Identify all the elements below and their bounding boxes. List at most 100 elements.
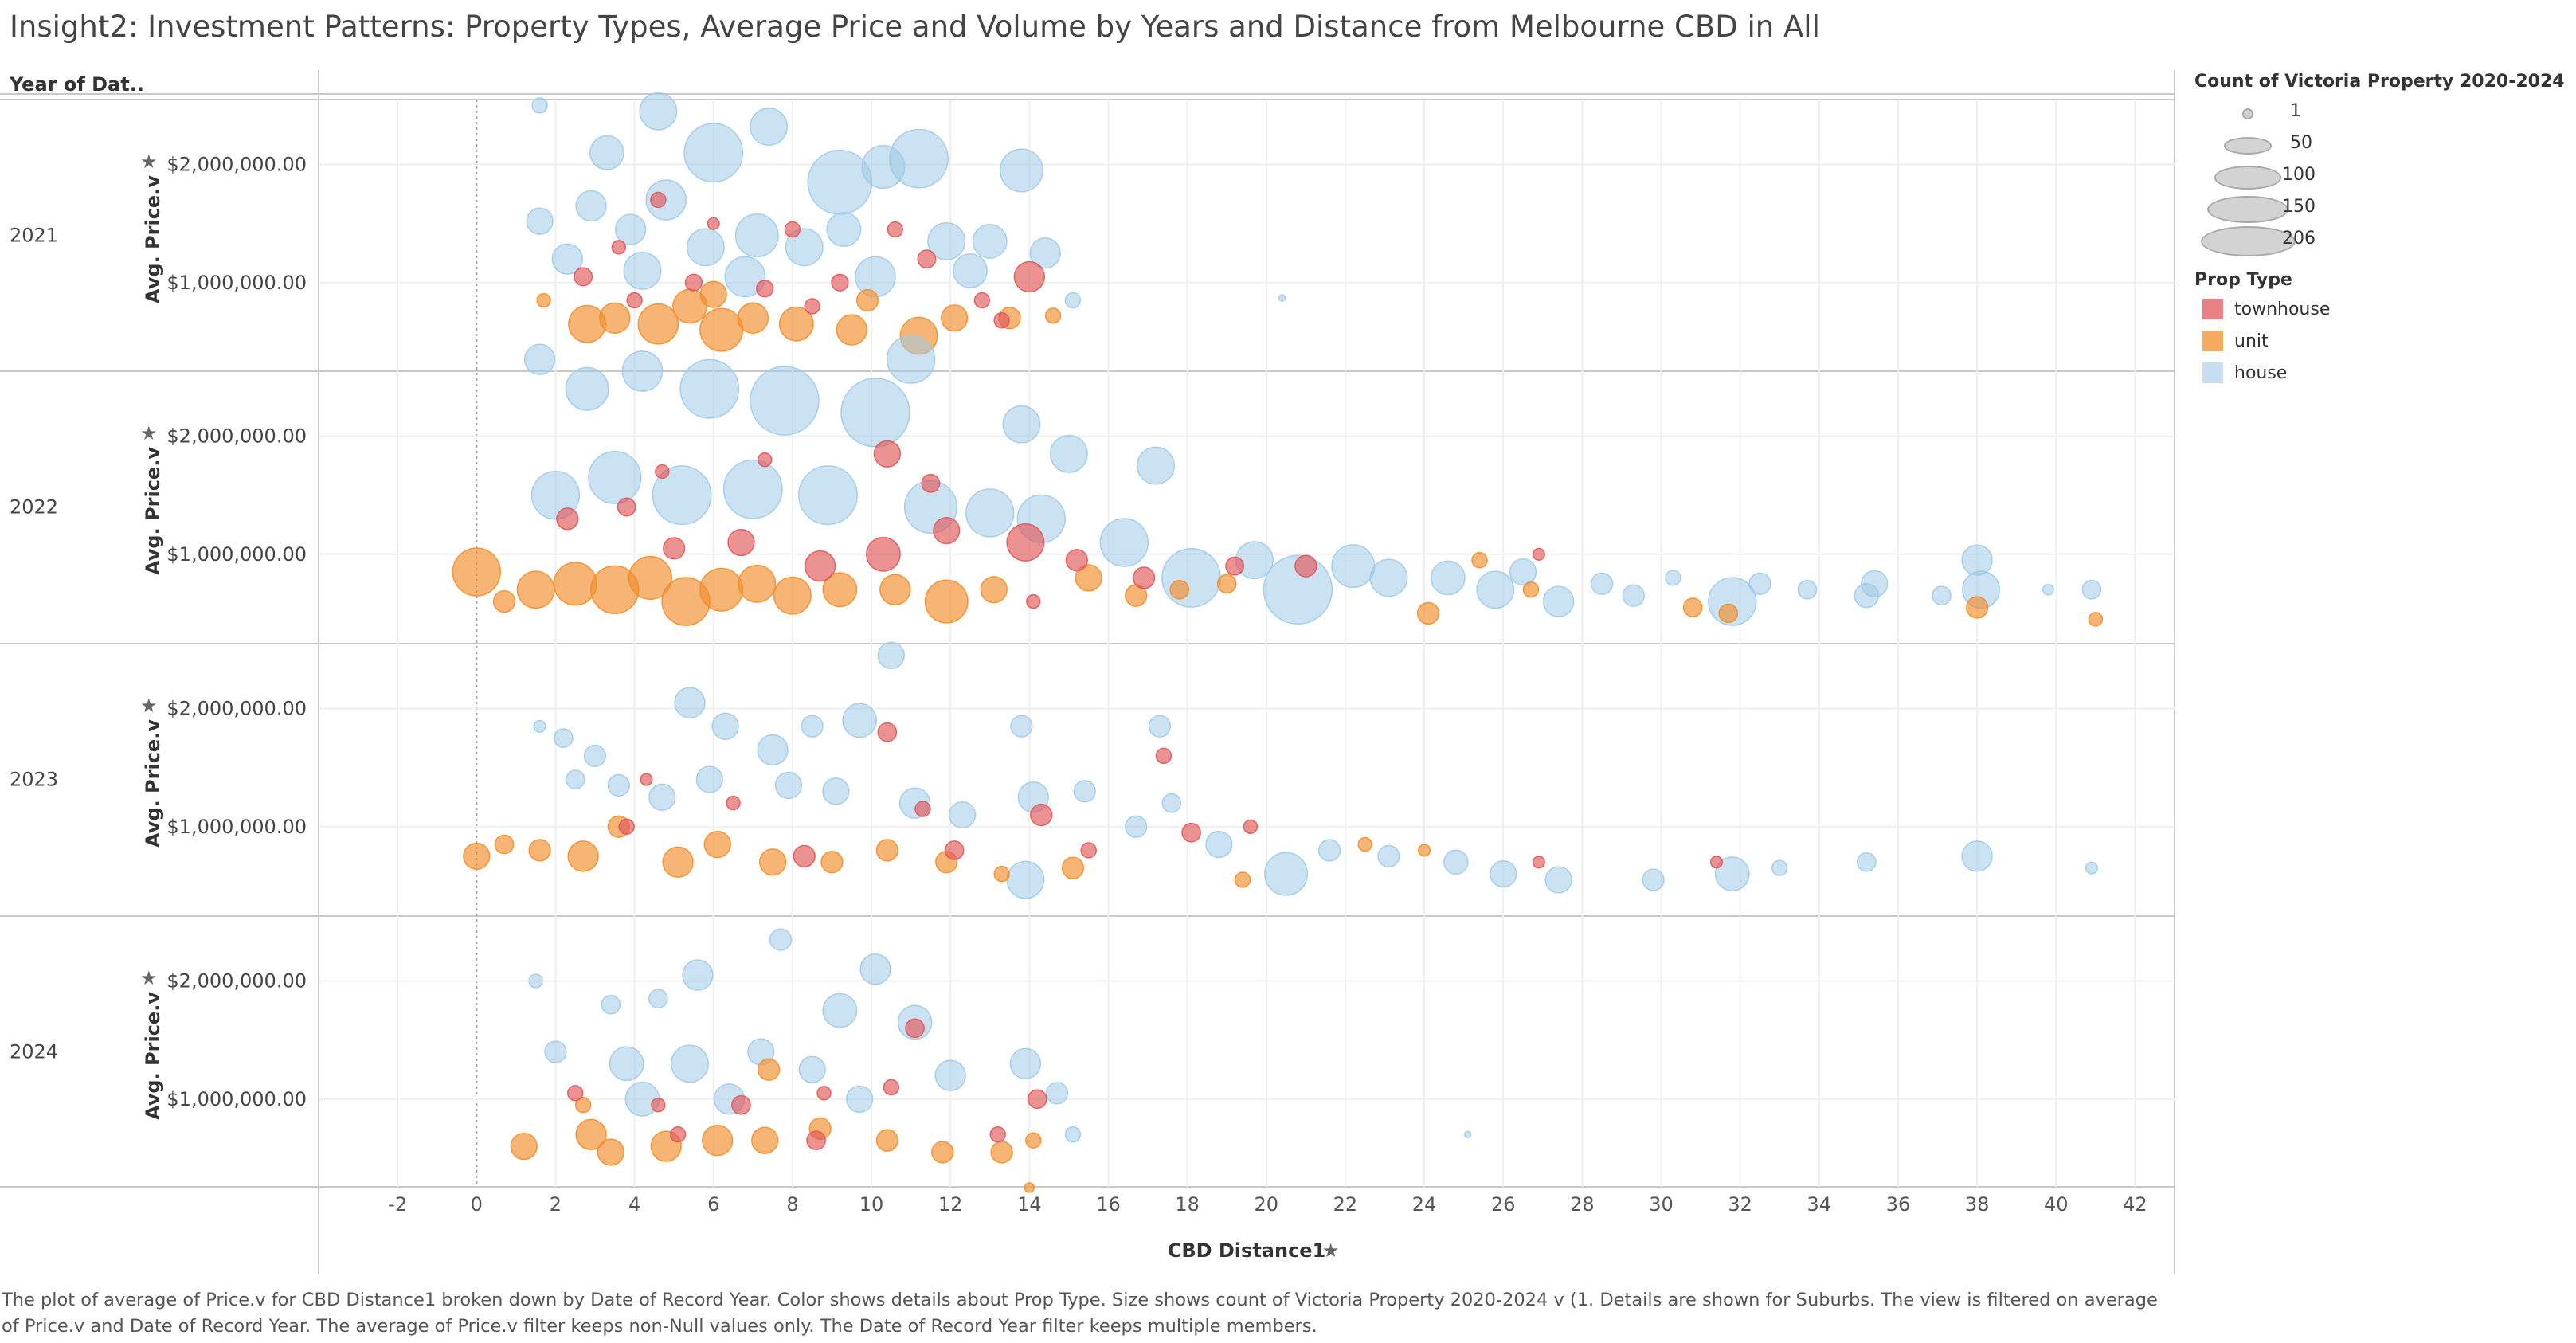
bubble-house (1542, 585, 1575, 617)
bubble-unit (822, 572, 858, 608)
y-tick-label: $2,000,000.00 (166, 425, 307, 448)
y-axis-title: Avg. Price.v (142, 447, 164, 575)
pin-icon: ★ (140, 967, 158, 989)
bubble-house (934, 1059, 966, 1091)
bubble-townhouse (1243, 819, 1259, 835)
bubble-house (1073, 780, 1096, 803)
bubble-house (1797, 579, 1818, 600)
x-tick-label: 18 (1175, 1193, 1200, 1216)
x-tick-label: 38 (1965, 1193, 1990, 1216)
bubble-house (2085, 861, 2098, 875)
bubble-unit (1075, 564, 1102, 592)
color-legend-item[interactable]: unit (2194, 325, 2569, 357)
bubble-house (1064, 292, 1082, 309)
bubble-townhouse (1026, 593, 1041, 609)
bubble-townhouse (1132, 566, 1156, 589)
bubble-unit (703, 830, 731, 859)
bubble-unit (1024, 1182, 1035, 1193)
bubble-house (722, 459, 783, 519)
x-tick-label: -2 (388, 1193, 407, 1216)
bubble-unit (758, 1058, 781, 1081)
bubble-house (648, 989, 668, 1009)
bubble-unit (536, 292, 551, 308)
bubble-house (674, 687, 706, 718)
bubble-unit (1061, 856, 1085, 879)
year-label: 2022 (10, 496, 58, 519)
bubble-townhouse (917, 249, 937, 269)
y-tick-label: $1,000,000.00 (166, 543, 307, 566)
x-tick-label: 30 (1649, 1193, 1674, 1216)
bubble-unit (1357, 836, 1372, 852)
bubble-house (1961, 544, 1993, 576)
bubble-unit (2088, 612, 2104, 627)
bubble-house (750, 366, 820, 436)
pin-icon: ★ (140, 695, 158, 717)
bubble-house (842, 703, 878, 738)
bubble-townhouse (883, 1079, 900, 1096)
bubble-house (1476, 570, 1515, 609)
bubble-house (1544, 866, 1572, 894)
bubble-house (1331, 544, 1376, 589)
color-legend-item[interactable]: house (2194, 357, 2569, 389)
bubble-unit (737, 302, 769, 334)
bubble-house (1064, 1126, 1082, 1143)
bubble-townhouse (655, 464, 670, 480)
bubble-house (877, 641, 905, 669)
bubble-unit (820, 851, 844, 874)
bubble-house (621, 350, 664, 392)
bubble-house (1137, 446, 1175, 485)
bubble-townhouse (793, 844, 816, 868)
bubble-townhouse (640, 773, 653, 786)
color-legend-item[interactable]: townhouse (2194, 293, 2569, 325)
bubble-house (554, 728, 574, 748)
y-tick-label: $1,000,000.00 (166, 272, 307, 294)
bubble-townhouse (618, 818, 635, 836)
bubble-townhouse (1030, 803, 1053, 827)
pin-icon: ★ (1322, 1239, 1340, 1262)
bubble-unit (568, 304, 607, 343)
bubble-unit (940, 304, 969, 332)
bubble-unit (1965, 596, 1989, 619)
bubble-unit (1522, 581, 1540, 598)
bubble-house (855, 256, 896, 298)
bubble-house (826, 212, 862, 248)
bubble-unit (463, 842, 491, 871)
bubble-townhouse (626, 292, 643, 309)
bubble-townhouse (1065, 549, 1088, 572)
size-legend-label: 50 (2290, 133, 2312, 153)
bubble-house (861, 144, 906, 190)
bubble-townhouse (567, 1085, 584, 1102)
bubble-house (859, 953, 891, 985)
x-tick-label: 2 (550, 1193, 562, 1216)
bubble-townhouse (1080, 842, 1097, 859)
size-legend: 1 50 100 150 206 (2194, 96, 2569, 256)
bubble-unit (836, 314, 867, 346)
bubble-unit (1216, 574, 1237, 594)
bubble-townhouse (611, 240, 626, 255)
bubble-house (609, 1046, 644, 1082)
y-tick-label: $2,000,000.00 (166, 970, 307, 993)
bubble-house (671, 1044, 709, 1083)
bubble-house (686, 228, 725, 267)
bubble-house (523, 343, 556, 375)
color-legend-label: unit (2234, 331, 2269, 351)
x-tick-label: 28 (1570, 1193, 1595, 1216)
bubble-house (1317, 839, 1341, 862)
bubble-townhouse (806, 1130, 826, 1151)
bubble-unit (575, 1118, 607, 1150)
bubble-house (648, 783, 676, 811)
bubble-house (822, 993, 858, 1028)
y-tick-label: $2,000,000.00 (166, 698, 307, 720)
bubble-house (682, 959, 714, 991)
bubble-house (927, 221, 966, 260)
bubble-house (769, 928, 793, 951)
bubble-house (588, 450, 642, 505)
x-tick-label: 22 (1333, 1193, 1358, 1216)
bubble-house (1463, 1130, 1472, 1139)
bubble-unit (699, 280, 727, 308)
x-tick-label: 14 (1017, 1193, 1042, 1216)
bubble-house (601, 994, 621, 1015)
bubble-house (1961, 840, 1993, 872)
bubble-unit (875, 839, 899, 862)
bubble-house (683, 123, 744, 183)
